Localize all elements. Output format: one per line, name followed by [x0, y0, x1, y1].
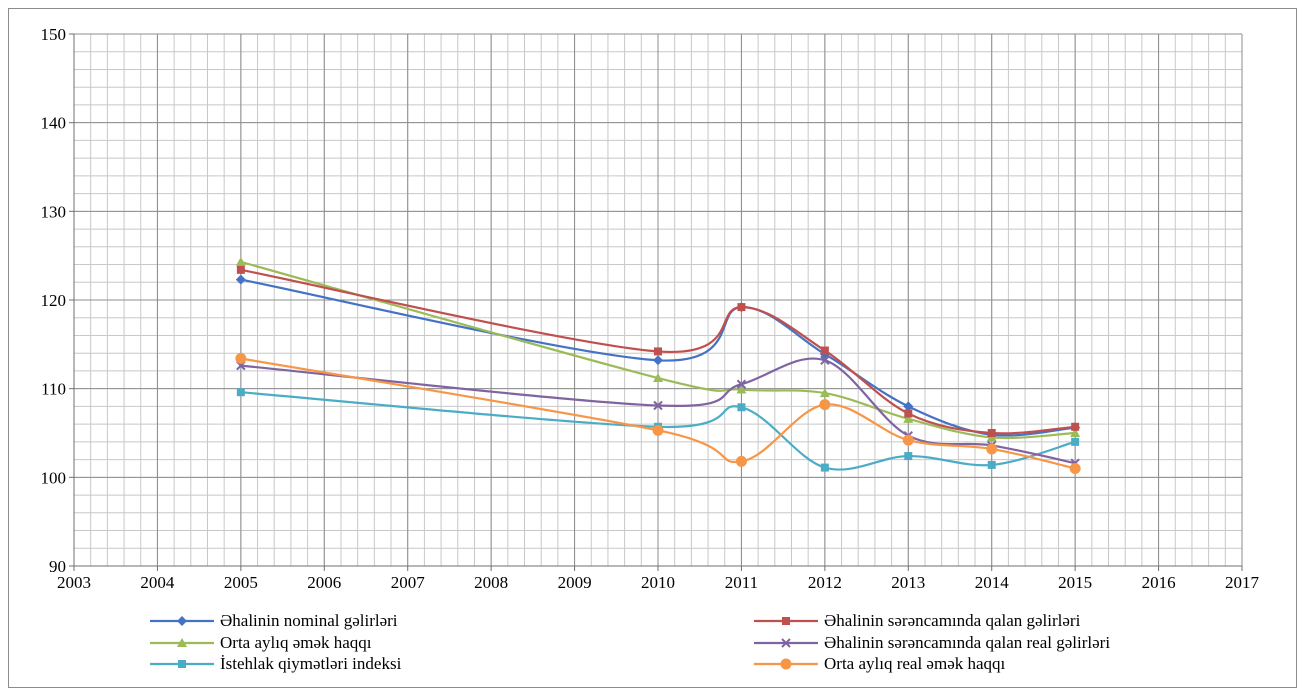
x-tick-label: 2014	[975, 573, 1010, 592]
series-line-5	[240, 357, 1076, 465]
x-tick-label: 2008	[474, 573, 508, 592]
data-point	[902, 434, 914, 446]
y-tick-label: 90	[49, 557, 66, 576]
x-tick-label: 2007	[391, 573, 426, 592]
y-tick-label: 150	[41, 25, 67, 44]
data-point	[652, 424, 664, 436]
x-tick-label: 2004	[140, 573, 175, 592]
data-point	[737, 403, 746, 412]
data-point	[820, 346, 829, 355]
x-tick-label: 2016	[1142, 573, 1176, 592]
data-point	[903, 413, 914, 423]
data-point	[654, 347, 662, 356]
series-line-2	[240, 260, 1076, 440]
data-point	[735, 455, 747, 467]
series-line-4	[240, 268, 1076, 435]
x-tick-label: 2013	[891, 573, 925, 592]
x-tick-label: 2003	[57, 573, 91, 592]
x-tick-label: 2005	[224, 573, 258, 592]
data-point	[820, 355, 830, 366]
x-tick-label: 2015	[1058, 573, 1092, 592]
data-point	[235, 353, 247, 365]
series-line-6	[240, 357, 1076, 470]
data-point	[1070, 428, 1081, 437]
data-point	[736, 384, 747, 394]
data-point	[986, 443, 998, 455]
y-tick-label: 120	[41, 291, 67, 310]
data-point	[653, 355, 663, 366]
data-point	[235, 256, 246, 266]
data-point	[819, 399, 831, 411]
x-tick-label: 2011	[725, 573, 758, 592]
chart-frame	[8, 8, 1297, 688]
data-point	[1071, 437, 1080, 446]
data-point	[819, 388, 830, 398]
data-point	[987, 429, 996, 437]
data-point	[737, 303, 746, 312]
data-point	[820, 463, 829, 472]
y-tick-label: 110	[41, 380, 66, 399]
data-point	[1069, 462, 1081, 474]
data-point	[1071, 422, 1080, 431]
data-point	[904, 452, 913, 461]
y-tick-label: 100	[41, 468, 67, 487]
x-tick-label: 2009	[558, 573, 592, 592]
y-tick-label: 130	[41, 202, 67, 221]
data-point	[235, 274, 246, 285]
y-tick-label: 140	[41, 114, 67, 133]
series-line-3	[240, 391, 1076, 471]
data-point	[236, 388, 245, 397]
data-point	[653, 373, 663, 383]
x-tick-label: 2012	[808, 573, 842, 592]
data-point	[904, 409, 913, 418]
data-point	[736, 379, 747, 389]
data-point	[653, 400, 663, 411]
x-tick-label: 2017	[1225, 573, 1260, 592]
x-tick-label: 2010	[641, 573, 675, 592]
x-tick-label: 2006	[307, 573, 341, 592]
data-point	[903, 401, 914, 412]
data-point	[987, 460, 996, 469]
data-point	[236, 265, 245, 274]
